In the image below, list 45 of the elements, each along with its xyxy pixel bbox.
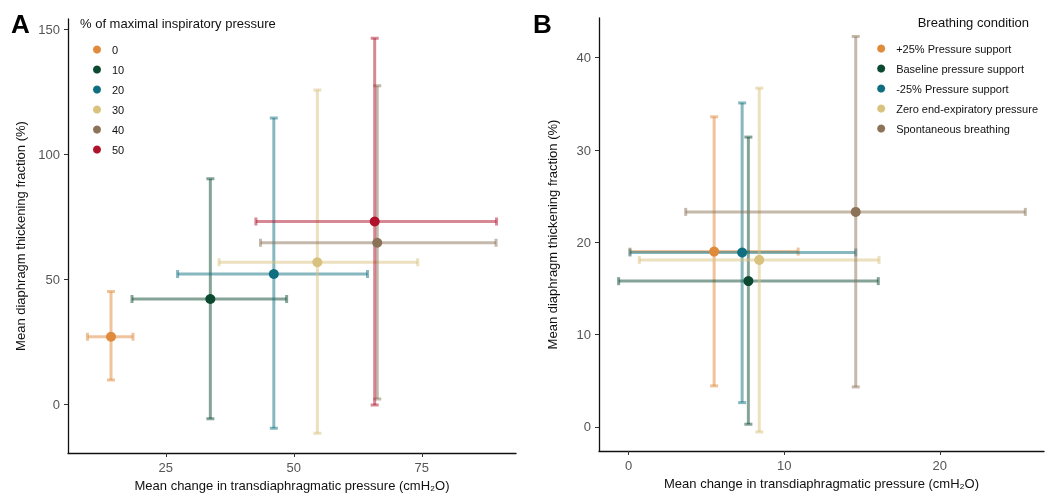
legend-label: Spontaneous breathing: [896, 122, 1010, 135]
point: [369, 216, 380, 227]
y-tick-label: 100: [38, 146, 60, 162]
legend-label: 10: [112, 63, 125, 76]
point: [743, 276, 754, 287]
point: [709, 246, 720, 257]
point: [268, 269, 279, 279]
legend-label: 30: [112, 103, 125, 116]
point: [205, 294, 216, 304]
legend-title: % of maximal inspiratory pressure: [80, 16, 276, 31]
x-tick-label: 0: [624, 458, 633, 473]
y-tick-label: 150: [38, 21, 60, 37]
y-tick-label: 0: [52, 396, 60, 412]
legend-title: Breathing condition: [917, 15, 1030, 30]
y-tick-label: 10: [576, 327, 591, 343]
y-tick-label: 20: [576, 234, 591, 250]
legend-label: 0: [112, 43, 119, 56]
x-tick-label: 25: [158, 460, 174, 475]
y-tick-label: 30: [576, 142, 591, 158]
y-axis-title: Mean diaphragm thickening fraction (%): [13, 121, 29, 351]
chart-title: A: [11, 9, 30, 39]
legend-label: -25% Pressure support: [896, 82, 1009, 95]
chart-title: B: [533, 9, 552, 39]
point: [312, 257, 323, 268]
legend-label: Zero end-expiratory pressure: [896, 102, 1038, 115]
legend-label: +25% Pressure support: [896, 42, 1012, 55]
legend-label: Baseline pressure support: [896, 62, 1024, 75]
y-axis-title: Mean diaphragm thickening fraction (%): [545, 119, 560, 350]
point: [372, 237, 383, 248]
point: [106, 331, 117, 342]
point: [737, 247, 748, 258]
y-tick-label: 0: [583, 419, 591, 435]
point: [754, 254, 765, 265]
legend-label: 50: [112, 143, 125, 156]
x-tick-label: 20: [932, 458, 947, 473]
x-tick-label: 10: [776, 458, 792, 473]
legend-label: 20: [112, 83, 125, 96]
y-tick-label: 50: [45, 271, 60, 287]
x-tick-label: 50: [286, 460, 302, 475]
x-tick-label: 75: [414, 460, 430, 475]
point: [850, 206, 861, 217]
x-axis-title: Mean change in transdiaphragmatic pressure (cmH₂O): [663, 476, 980, 491]
legend-label: 40: [112, 123, 125, 136]
y-tick-label: 40: [576, 50, 591, 66]
x-axis-title: Mean change in transdiaphragmatic pressure (cmH₂O): [134, 478, 450, 493]
